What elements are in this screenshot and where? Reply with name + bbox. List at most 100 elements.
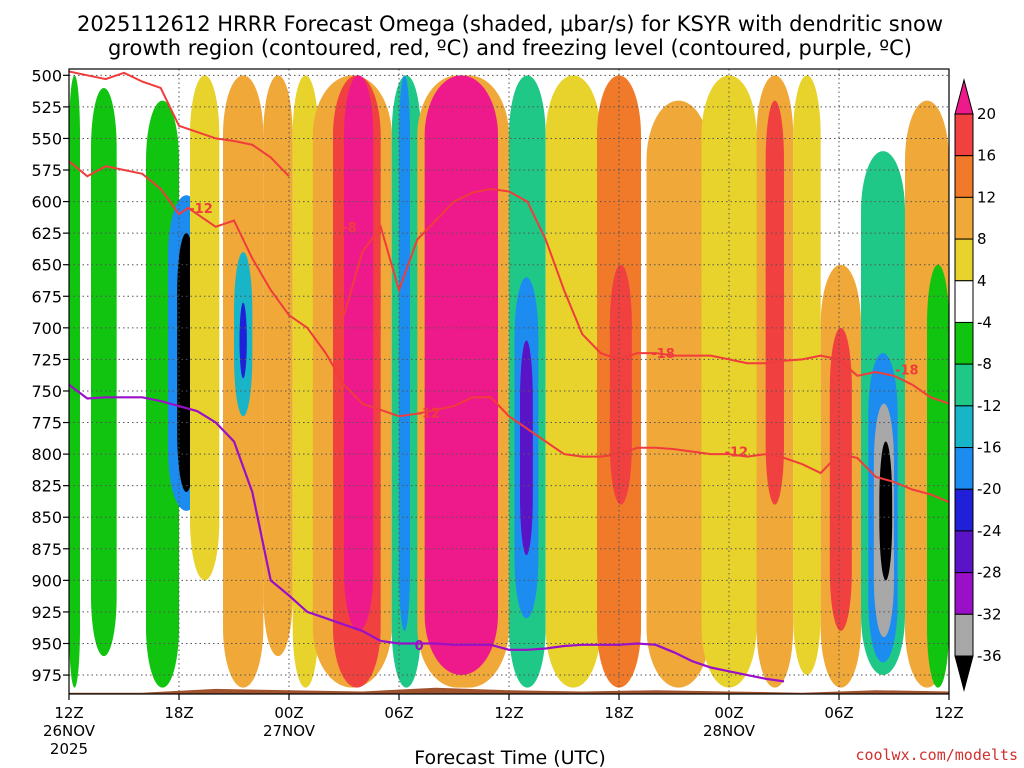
colorbar-bin-10 xyxy=(954,488,974,532)
dgz-contour-1 xyxy=(69,160,949,504)
x-axis-label: Forecast Time (UTC) xyxy=(414,747,605,768)
colorbar-label-10: -24 xyxy=(977,522,1002,540)
x-tick-date-0: 26NOV xyxy=(43,722,96,740)
colorbar: 20 16 12 8 4 -4 -8 -12 -16 -20 -24 -28 -32 -36 xyxy=(954,78,1002,692)
omega-band-10 xyxy=(292,75,319,688)
colorbar-bin-4 xyxy=(954,238,974,282)
contour-lines xyxy=(69,70,949,683)
colorbar-bin-5 xyxy=(954,280,974,323)
colorbar-label-4: 4 xyxy=(977,272,987,290)
y-tick-label-10: 750 xyxy=(31,382,62,401)
omega-band-1 xyxy=(91,87,117,657)
dgz-extra-label-2: -12 xyxy=(189,202,213,217)
colorbar-bin-11 xyxy=(954,530,974,574)
omega-band-17 xyxy=(424,75,498,676)
x-tick-label-0: 12Z xyxy=(54,704,83,722)
colorbar-bin-12 xyxy=(954,572,974,615)
dgz-contour-2 xyxy=(343,187,949,405)
y-tick-label-5: 625 xyxy=(31,224,62,243)
contour-labels: -8 -12 -18 -18 -12 -12 0 xyxy=(189,202,918,654)
omega-band-21 xyxy=(545,75,601,688)
omega-band-20 xyxy=(520,340,533,556)
colorbar-bottom-cap xyxy=(954,655,974,692)
freezing-level-label: 0 xyxy=(415,639,424,654)
omega-band-8 xyxy=(239,302,247,379)
x-tick-label-7: 06Z xyxy=(824,704,853,722)
y-tick-label-12: 800 xyxy=(31,445,62,464)
freezing-level-contour xyxy=(69,383,785,683)
x-tick-label-6: 00Z xyxy=(714,704,743,722)
omega-band-30 xyxy=(829,327,852,631)
colorbar-label-7: -12 xyxy=(977,397,1002,415)
colorbar-label-12: -32 xyxy=(977,605,1002,623)
omega-band-24 xyxy=(646,100,711,688)
x-tick-year-0: 2025 xyxy=(50,740,88,758)
colorbar-label-13: -36 xyxy=(977,647,1002,665)
y-tick-label-6: 650 xyxy=(31,256,62,275)
y-axis-ticks: 500 525 550 575 600 625 650 675 700 725 750 775 800 8… xyxy=(31,66,69,685)
y-tick-label-14: 850 xyxy=(31,508,62,527)
colorbar-label-11: -28 xyxy=(977,564,1002,582)
colorbar-bin-8 xyxy=(954,405,974,449)
y-tick-label-15: 875 xyxy=(31,540,62,559)
colorbar-bin-13 xyxy=(954,613,974,657)
x-tick-label-1: 18Z xyxy=(164,704,193,722)
colorbar-label-8: -16 xyxy=(977,439,1002,457)
omega-band-27 xyxy=(765,100,784,505)
chart-title-line-1: 2025112612 HRRR Forecast Omega (shaded, … xyxy=(77,12,943,36)
colorbar-bin-3 xyxy=(954,196,974,240)
omega-band-9 xyxy=(263,75,293,657)
y-tick-label-17: 925 xyxy=(31,603,62,622)
y-tick-label-3: 575 xyxy=(31,161,62,180)
y-tick-label-18: 950 xyxy=(31,634,62,653)
y-tick-label-0: 500 xyxy=(31,66,62,85)
omega-band-34 xyxy=(879,441,893,581)
dgz-contour-label-2: -18 xyxy=(651,347,675,362)
y-tick-label-2: 550 xyxy=(31,129,62,148)
omega-band-15 xyxy=(399,75,410,631)
y-tick-label-7: 675 xyxy=(31,287,62,306)
x-tick-label-2: 00Z xyxy=(274,704,303,722)
colorbar-bin-1 xyxy=(954,113,974,157)
dgz-contour-label-1: -12 xyxy=(417,406,441,421)
colorbar-bin-6 xyxy=(954,321,974,365)
colorbar-bin-9 xyxy=(954,447,974,490)
y-tick-label-4: 600 xyxy=(31,193,62,212)
credit-text: coolwx.com/modelts xyxy=(855,746,1018,764)
y-tick-label-13: 825 xyxy=(31,477,62,496)
omega-band-0 xyxy=(69,75,80,688)
colorbar-label-6: -8 xyxy=(977,355,992,373)
dgz-extra-label-1: -12 xyxy=(725,446,749,461)
dgz-contour-label-0: -8 xyxy=(342,221,356,236)
colorbar-label-5: -4 xyxy=(977,313,992,331)
colorbar-label-3: 8 xyxy=(977,230,987,248)
grid-lines xyxy=(69,69,949,694)
omega-shading xyxy=(69,75,949,688)
colorbar-top-cap xyxy=(954,78,974,115)
colorbar-label-1: 16 xyxy=(977,147,996,165)
dgz-contour-0 xyxy=(69,70,290,177)
x-tick-label-8: 12Z xyxy=(934,704,963,722)
omega-band-36 xyxy=(927,264,949,688)
colorbar-label-0: 20 xyxy=(977,105,996,123)
omega-band-23 xyxy=(609,264,632,505)
omega-band-25 xyxy=(701,75,757,688)
x-tick-date-6: 28NOV xyxy=(703,722,756,740)
y-tick-label-16: 900 xyxy=(31,571,62,590)
x-tick-label-3: 06Z xyxy=(384,704,413,722)
chart-title-line-2: growth region (contoured, red, ºC) and f… xyxy=(108,36,912,60)
y-tick-label-8: 700 xyxy=(31,319,62,338)
colorbar-label-9: -20 xyxy=(977,480,1002,498)
colorbar-label-2: 12 xyxy=(977,188,996,206)
dgz-extra-label-0: -18 xyxy=(895,364,919,379)
colorbar-bin-2 xyxy=(954,155,974,198)
x-tick-label-5: 18Z xyxy=(604,704,633,722)
x-tick-label-4: 12Z xyxy=(494,704,523,722)
y-tick-label-1: 525 xyxy=(31,98,62,117)
x-tick-date-2: 27NOV xyxy=(263,722,316,740)
y-tick-label-19: 975 xyxy=(31,666,62,685)
y-tick-label-11: 775 xyxy=(31,414,62,433)
omega-band-13 xyxy=(344,75,374,631)
